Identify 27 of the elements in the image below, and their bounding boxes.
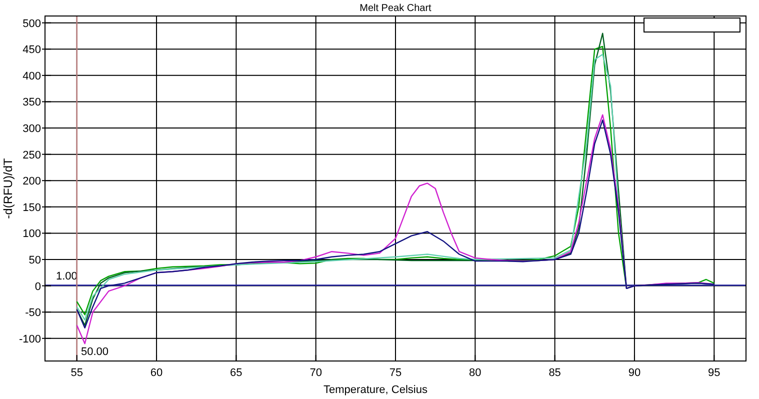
y-tick-label: 250: [22, 149, 41, 162]
x-tick-label: 75: [389, 367, 402, 379]
ref-line-label: 1.00: [56, 270, 78, 282]
y-tick-label: 450: [22, 44, 41, 56]
y-tick-label: -50: [25, 307, 41, 320]
y-tick-label: -100: [18, 333, 41, 346]
y-tick-label: 300: [22, 123, 41, 136]
annotation: 50.00: [81, 346, 109, 358]
y-tick-label: 100: [22, 228, 41, 240]
y-tick-label: 150: [22, 202, 41, 214]
y-tick-label: 200: [22, 176, 41, 188]
y-tick-label: 500: [22, 18, 41, 30]
x-tick-label: 90: [628, 367, 641, 379]
y-tick-label: 0: [34, 280, 41, 293]
y-tick-label: 350: [22, 96, 41, 109]
x-tick-label: 70: [310, 367, 322, 379]
chart-title: Melt Peak Chart: [360, 3, 432, 14]
y-tick-label: 50: [28, 254, 41, 266]
y-axis-title: -d(RFU)/dT: [1, 158, 15, 219]
y-tick-label: 400: [22, 70, 41, 82]
x-tick-label: 80: [469, 367, 482, 379]
x-tick-label: 85: [548, 367, 561, 379]
x-tick-label: 65: [230, 367, 242, 379]
x-tick-label: 95: [708, 367, 720, 379]
x-axis-title: Temperature, Celsius: [324, 384, 428, 396]
x-tick-label: 60: [150, 367, 163, 379]
x-tick-label: 55: [70, 367, 83, 379]
